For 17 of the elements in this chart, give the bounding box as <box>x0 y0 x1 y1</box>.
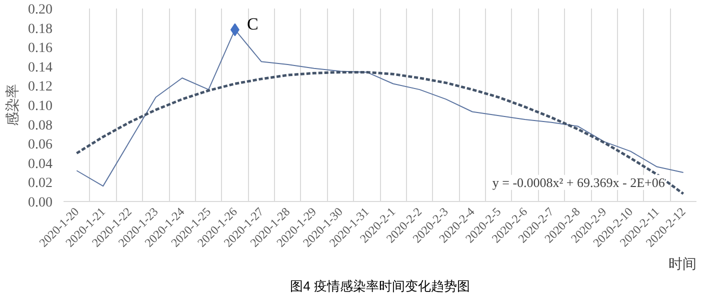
line-series <box>75 70 685 196</box>
x-axis-title: 时间 <box>668 256 696 272</box>
y-tick-label: 0.00 <box>28 196 52 210</box>
y-tick-label: 0.08 <box>28 118 52 134</box>
y-tick-label: 0.18 <box>28 22 52 37</box>
text: 图4 疫情感染率时间变化趋势图 <box>290 278 470 294</box>
y-tick-label: 0.06 <box>28 138 52 153</box>
y-tick-label: 0.16 <box>28 41 52 56</box>
y-tick-label: 0.14 <box>28 60 52 76</box>
y-tick-label: 0.04 <box>28 156 52 172</box>
y-tick-label: 0.02 <box>28 176 52 192</box>
y-tick-label: 0.12 <box>28 80 52 95</box>
annotation: y = -0.0008x² + 69.369x - 2E+06 <box>492 174 666 190</box>
y-tick-label: 0.10 <box>28 99 52 114</box>
annotation: C <box>246 14 258 34</box>
y-axis-title: 感染率 <box>4 84 20 126</box>
y-tick-label: 0.20 <box>28 2 52 18</box>
